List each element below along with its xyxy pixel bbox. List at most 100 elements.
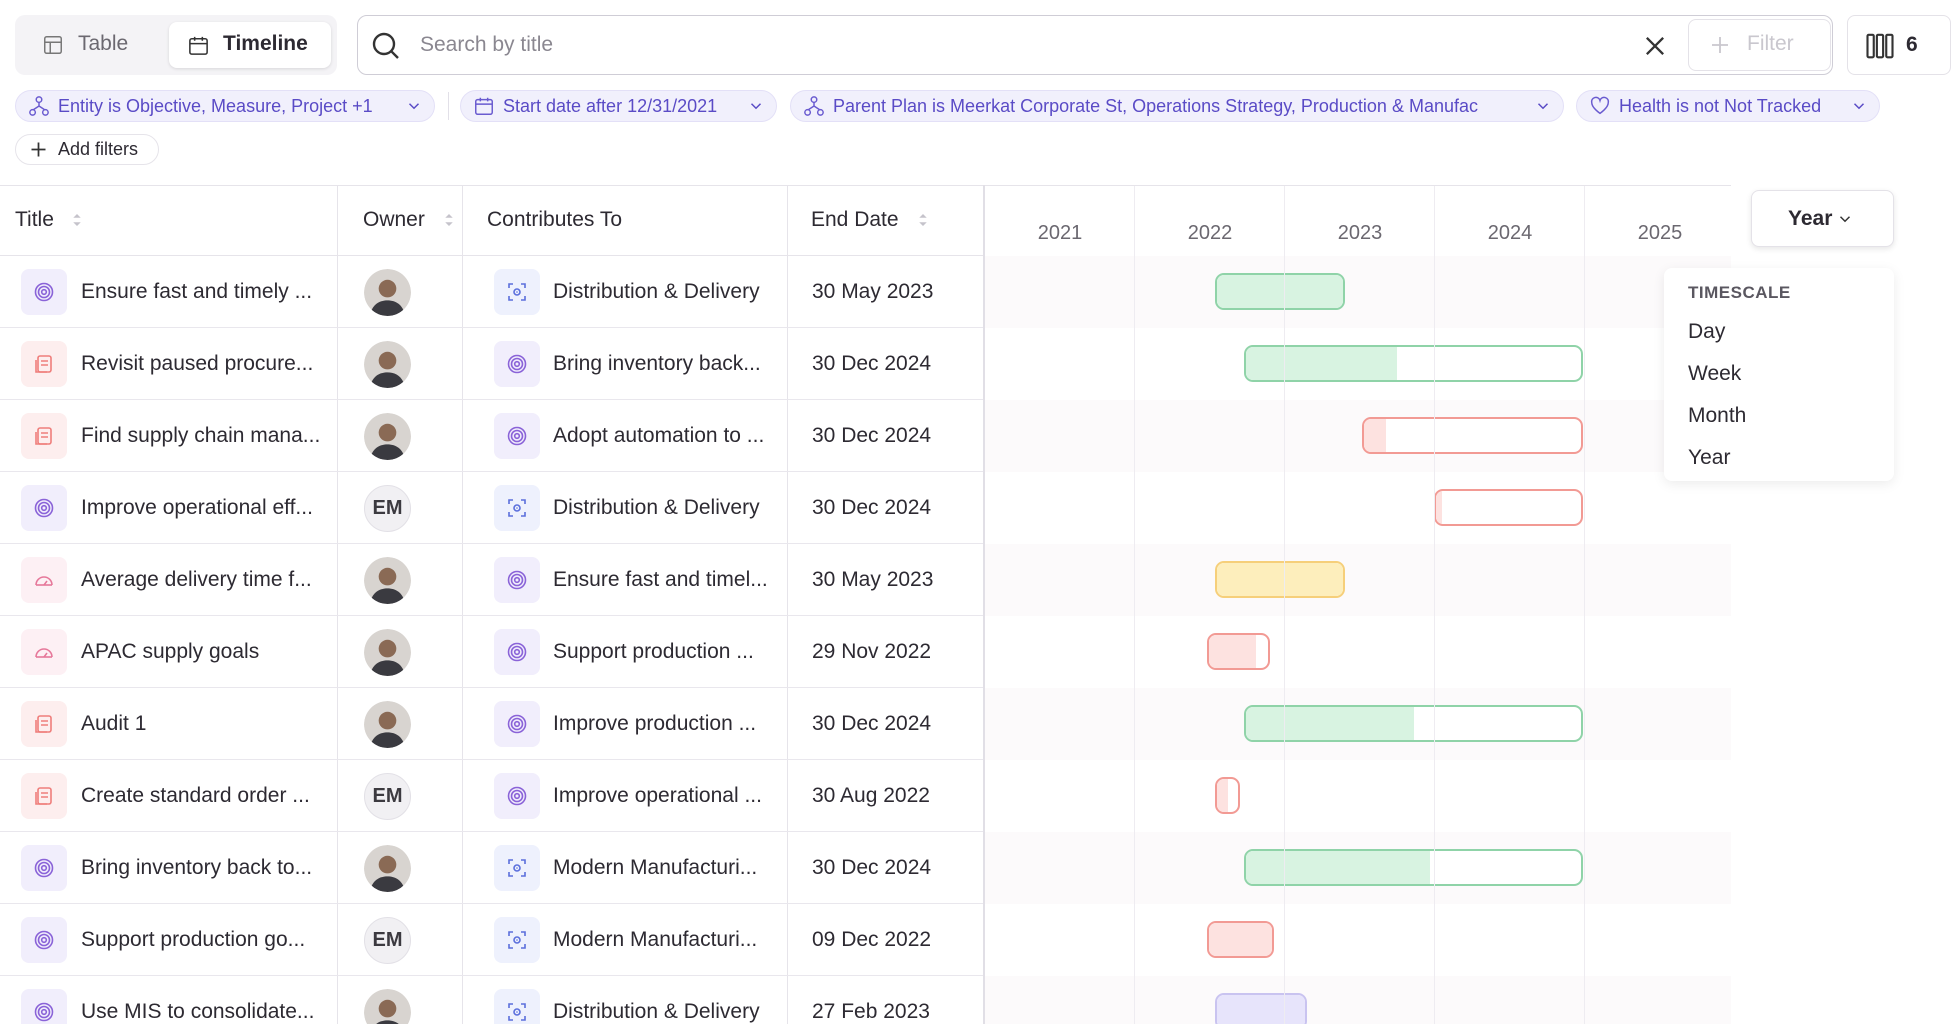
timeline-row [985, 256, 1731, 328]
table-row[interactable] [0, 688, 983, 760]
timeline-bar[interactable] [1207, 633, 1270, 670]
row-icon-box [21, 629, 67, 675]
row-icon [507, 642, 527, 662]
table-row[interactable] [0, 832, 983, 904]
timeline-bar[interactable] [1244, 705, 1583, 742]
row-title[interactable]: Find supply chain mana... [81, 424, 321, 447]
table-row[interactable] [0, 256, 983, 328]
filter-button-label[interactable]: Filter [1747, 32, 1794, 55]
row-title[interactable]: Ensure fast and timely ... [81, 280, 313, 303]
timeline-bar-progress [1209, 923, 1272, 956]
row-contributes-to[interactable]: Distribution & Delivery [553, 280, 760, 303]
row-contributes-to[interactable]: Modern Manufacturi... [553, 928, 758, 951]
table-row[interactable] [0, 400, 983, 472]
timescale-option[interactable]: Year [1688, 446, 1731, 469]
table-row[interactable] [0, 904, 983, 976]
row-contributes-to[interactable]: Support production ... [553, 640, 754, 663]
row-contributes-to[interactable]: Distribution & Delivery [553, 1000, 760, 1023]
filter-chip-label[interactable]: Entity is Objective, Measure, Project +1 [58, 96, 373, 116]
row-contributes-to[interactable]: Bring inventory back... [553, 352, 761, 375]
filter-chip-label[interactable]: Health is not Not Tracked [1619, 96, 1822, 116]
table-row[interactable] [0, 616, 983, 688]
row-icon-box [21, 845, 67, 891]
chevron [1537, 103, 1549, 110]
row-end-date: 30 Aug 2022 [812, 784, 930, 807]
filter-chip[interactable] [790, 90, 1564, 122]
row-title[interactable]: Use MIS to consolidate... [81, 1000, 315, 1023]
timeline-row [985, 976, 1731, 1024]
filter-button[interactable] [1688, 19, 1831, 71]
row-title[interactable]: Audit 1 [81, 712, 147, 735]
timescale-option[interactable]: Week [1688, 362, 1742, 385]
row-title[interactable]: Improve operational eff... [81, 496, 313, 519]
tab-table-label[interactable]: Table [78, 32, 129, 55]
row-title[interactable]: Revisit paused procure... [81, 352, 314, 375]
timeline-bar[interactable] [1244, 849, 1583, 886]
table-row[interactable] [0, 544, 983, 616]
row-contributes-to[interactable]: Improve production ... [553, 712, 757, 735]
year-divider [1434, 185, 1435, 1024]
search-box[interactable] [357, 15, 1833, 75]
row-contributes-to[interactable]: Modern Manufacturi... [553, 856, 758, 879]
filter-chip-label[interactable]: Start date after 12/31/2021 [503, 96, 718, 116]
row-icon [35, 427, 52, 445]
row-title[interactable]: APAC supply goals [81, 640, 260, 663]
row-contributes-to[interactable]: Improve operational ... [553, 784, 762, 807]
timeline-bar[interactable] [1207, 921, 1274, 958]
year-label: 2022 [1187, 222, 1233, 244]
timeline-bar[interactable] [1215, 561, 1345, 598]
row-title[interactable]: Support production go... [81, 928, 306, 951]
filter-chip[interactable] [15, 90, 435, 122]
sort-icon [919, 214, 927, 226]
row-contributes-to[interactable]: Distribution & Delivery [553, 496, 760, 519]
owner-avatar [364, 845, 411, 892]
table-row[interactable] [0, 472, 983, 544]
columns-button[interactable] [1847, 15, 1951, 75]
timeline-bar[interactable] [1215, 993, 1307, 1024]
add-filters-label[interactable]: Add filters [58, 139, 139, 159]
timescale-option[interactable]: Month [1688, 404, 1747, 427]
timeline-bar-progress [1246, 851, 1431, 884]
column-divider [337, 185, 338, 1024]
row-icon-box [494, 413, 540, 459]
filter-chip-label[interactable]: Parent Plan is Meerkat Corporate St, Ope… [833, 96, 1478, 116]
table-row[interactable] [0, 328, 983, 400]
row-title[interactable]: Bring inventory back to... [81, 856, 313, 879]
tab-timeline[interactable] [169, 22, 331, 68]
table-row[interactable] [0, 760, 983, 832]
row-icon [508, 1003, 526, 1021]
timeline-row [985, 760, 1731, 832]
filter-chip[interactable] [460, 90, 777, 122]
timescale-option[interactable]: Day [1688, 320, 1726, 343]
row-contributes-to[interactable]: Ensure fast and timel... [553, 568, 768, 591]
column-header[interactable]: Title [15, 208, 54, 231]
filter-chip[interactable] [1576, 90, 1880, 122]
row-end-date: 30 May 2023 [812, 568, 934, 591]
row-end-date: 30 May 2023 [812, 280, 934, 303]
timeline-bar[interactable] [1215, 777, 1240, 814]
timeline-bar[interactable] [1362, 417, 1583, 454]
timeline-bar[interactable] [1434, 489, 1583, 526]
tab-timeline-label[interactable]: Timeline [223, 32, 308, 55]
owner-initials: EM [364, 773, 411, 820]
column-header[interactable]: Owner [363, 208, 425, 231]
row-icon [34, 858, 54, 878]
row-icon [507, 354, 527, 374]
add-filters[interactable] [15, 134, 159, 165]
row-end-date: 09 Dec 2022 [812, 928, 932, 951]
row-title[interactable]: Average delivery time f... [81, 568, 312, 591]
row-icon-box [494, 989, 540, 1024]
timeline-bar-progress [1217, 275, 1343, 308]
row-icon-box [21, 773, 67, 819]
timeline-bar[interactable] [1244, 345, 1583, 382]
timeline-bar-progress [1209, 635, 1257, 668]
column-header[interactable]: End Date [811, 208, 899, 231]
timeline-bar[interactable] [1215, 273, 1345, 310]
row-contributes-to[interactable]: Adopt automation to ... [553, 424, 765, 447]
plus-icon [31, 142, 46, 157]
row-title[interactable]: Create standard order ... [81, 784, 310, 807]
timescale-button-label[interactable]: Year [1788, 207, 1833, 230]
row-icon [508, 931, 526, 949]
calendar-icon [189, 36, 208, 55]
timescale-button[interactable] [1751, 190, 1894, 247]
